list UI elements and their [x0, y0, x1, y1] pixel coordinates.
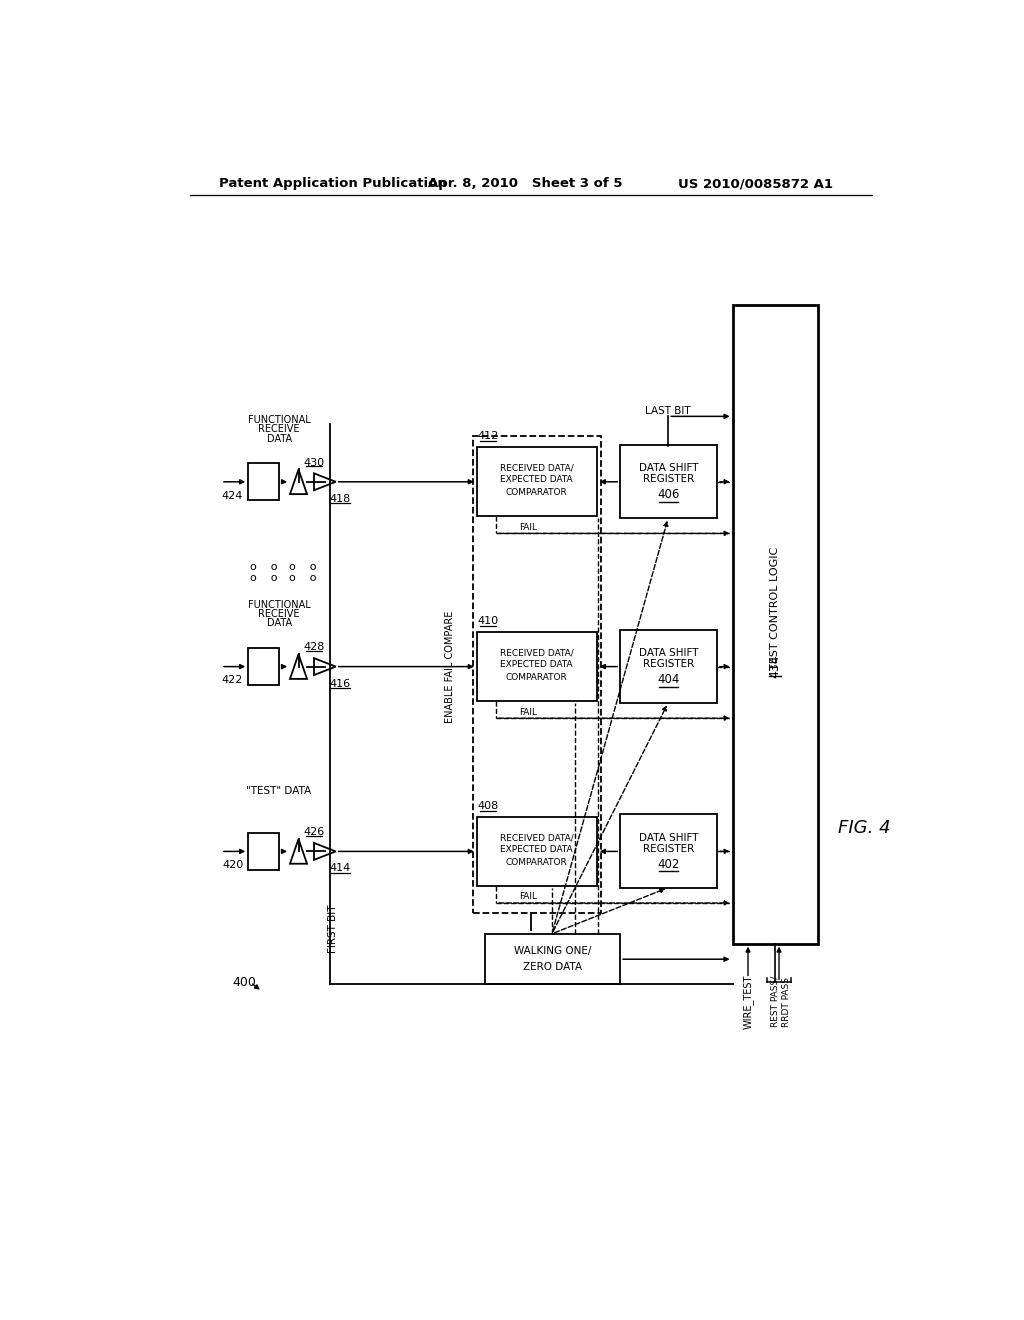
Text: DATA SHIFT: DATA SHIFT: [639, 833, 698, 842]
Bar: [621, 630, 717, 702]
Text: RECEIVE: RECEIVE: [258, 425, 300, 434]
Text: DATA: DATA: [266, 619, 292, 628]
Text: o    o: o o: [250, 561, 278, 572]
Bar: [477, 632, 597, 701]
Bar: [621, 445, 717, 517]
Text: Apr. 8, 2010   Sheet 3 of 5: Apr. 8, 2010 Sheet 3 of 5: [428, 177, 622, 190]
Text: RECEIVED DATA/: RECEIVED DATA/: [500, 463, 573, 473]
Text: EXPECTED DATA: EXPECTED DATA: [501, 660, 573, 669]
Text: FAIL: FAIL: [519, 892, 538, 902]
Text: ZERO DATA: ZERO DATA: [522, 961, 582, 972]
Text: REGISTER: REGISTER: [643, 843, 694, 854]
Text: 412: 412: [477, 432, 499, 441]
Text: DATA SHIFT: DATA SHIFT: [639, 463, 698, 473]
Text: Patent Application Publication: Patent Application Publication: [219, 177, 447, 190]
Text: REGISTER: REGISTER: [643, 659, 694, 669]
Text: ENABLE FAIL COMPARE: ENABLE FAIL COMPARE: [444, 610, 455, 723]
Text: "TEST" DATA: "TEST" DATA: [247, 787, 311, 796]
Text: 424: 424: [222, 491, 244, 500]
Text: 408: 408: [477, 801, 499, 810]
Text: FUNCTIONAL: FUNCTIONAL: [248, 416, 310, 425]
Text: FIG. 4: FIG. 4: [838, 820, 891, 837]
Bar: [248, 833, 280, 870]
Text: WIRE_TEST: WIRE_TEST: [742, 974, 754, 1028]
Text: COMPARATOR: COMPARATOR: [506, 673, 567, 682]
Text: 430: 430: [303, 458, 325, 467]
Bar: [484, 933, 621, 983]
Text: RECEIVED DATA/: RECEIVED DATA/: [500, 648, 573, 657]
Text: 404: 404: [657, 673, 680, 686]
Bar: [248, 463, 280, 500]
Text: REGISTER: REGISTER: [643, 474, 694, 484]
Text: US 2010/0085872 A1: US 2010/0085872 A1: [678, 177, 834, 190]
Text: FAIL: FAIL: [519, 708, 538, 717]
Text: 434: 434: [769, 655, 781, 678]
Text: 406: 406: [657, 488, 680, 502]
Text: 426: 426: [303, 828, 325, 837]
Text: 402: 402: [657, 858, 680, 871]
Text: COMPARATOR: COMPARATOR: [506, 858, 567, 867]
Text: 418: 418: [329, 494, 350, 504]
Text: 416: 416: [329, 678, 350, 689]
Text: 428: 428: [303, 643, 325, 652]
Text: FIRST BIT: FIRST BIT: [329, 904, 338, 953]
Text: 410: 410: [477, 616, 498, 626]
Text: 400: 400: [232, 975, 256, 989]
Text: REST PASS/: REST PASS/: [771, 975, 779, 1027]
Text: RECEIVED DATA/: RECEIVED DATA/: [500, 833, 573, 842]
Text: WALKING ONE/: WALKING ONE/: [514, 946, 591, 956]
Text: RECEIVE: RECEIVE: [258, 610, 300, 619]
Text: o    o: o o: [289, 561, 316, 572]
Bar: [621, 814, 717, 887]
Text: o    o: o o: [250, 573, 278, 583]
Text: COMPARATOR: COMPARATOR: [506, 488, 567, 498]
Text: DATA: DATA: [266, 434, 292, 444]
Text: 422: 422: [222, 676, 244, 685]
Text: LAST BIT: LAST BIT: [645, 407, 691, 416]
Bar: [473, 436, 601, 913]
Text: FAIL: FAIL: [519, 523, 538, 532]
Bar: [248, 648, 280, 685]
Text: TEST CONTROL LOGIC: TEST CONTROL LOGIC: [770, 548, 780, 671]
Text: FUNCTIONAL: FUNCTIONAL: [248, 601, 310, 610]
Text: 414: 414: [329, 863, 350, 874]
Text: RRDT PASS: RRDT PASS: [782, 977, 792, 1027]
Text: DATA SHIFT: DATA SHIFT: [639, 648, 698, 657]
Text: 420: 420: [222, 861, 244, 870]
Text: EXPECTED DATA: EXPECTED DATA: [501, 475, 573, 484]
Bar: [477, 447, 597, 516]
Text: EXPECTED DATA: EXPECTED DATA: [501, 845, 573, 854]
Bar: [732, 305, 818, 944]
Text: o    o: o o: [289, 573, 316, 583]
Bar: [477, 817, 597, 886]
